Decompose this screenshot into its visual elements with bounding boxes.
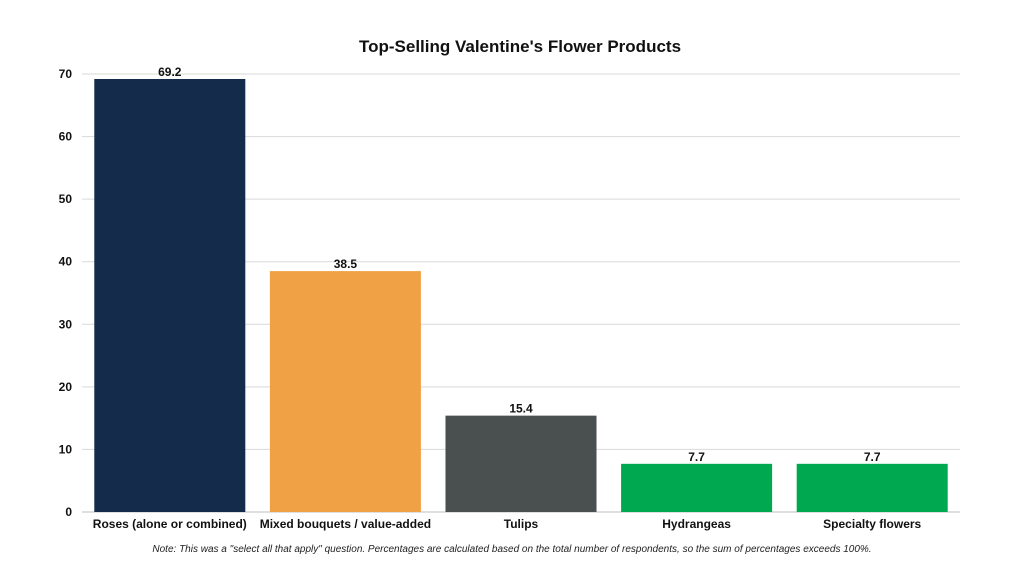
y-tick-label: 40 xyxy=(59,255,73,269)
category-label-2: Tulips xyxy=(504,517,539,531)
y-tick-label: 70 xyxy=(59,67,73,81)
bar-2 xyxy=(445,415,597,512)
y-tick-label: 0 xyxy=(65,505,72,519)
y-tick-label: 50 xyxy=(59,192,73,206)
chart-note: Note: This was a "select all that apply"… xyxy=(152,544,872,555)
y-axis-ticks: 0 10 20 30 40 50 60 70 xyxy=(59,67,73,519)
value-label-1: 38.5 xyxy=(334,257,358,271)
category-label-1: Mixed bouquets / value-added xyxy=(260,517,431,531)
bars xyxy=(94,79,948,513)
value-label-3: 7.7 xyxy=(688,450,705,464)
value-label-4: 7.7 xyxy=(864,450,881,464)
category-label-3: Hydrangeas xyxy=(662,517,731,531)
value-labels: 69.2 38.5 15.4 7.7 7.7 xyxy=(158,65,881,464)
value-label-2: 15.4 xyxy=(509,402,533,416)
bar-4 xyxy=(796,463,948,512)
y-tick-label: 20 xyxy=(59,380,73,394)
category-labels: Roses (alone or combined) Mixed bouquets … xyxy=(93,517,922,531)
chart-title: Top-Selling Valentine's Flower Products xyxy=(359,37,681,56)
category-label-0: Roses (alone or combined) xyxy=(93,517,247,531)
category-label-4: Specialty flowers xyxy=(823,517,921,531)
y-tick-label: 10 xyxy=(59,442,73,456)
value-label-0: 69.2 xyxy=(158,65,182,79)
bar-1 xyxy=(269,271,421,512)
bar-3 xyxy=(621,463,773,512)
y-tick-label: 60 xyxy=(59,130,73,144)
bar-0 xyxy=(94,79,246,513)
y-tick-label: 30 xyxy=(59,317,73,331)
